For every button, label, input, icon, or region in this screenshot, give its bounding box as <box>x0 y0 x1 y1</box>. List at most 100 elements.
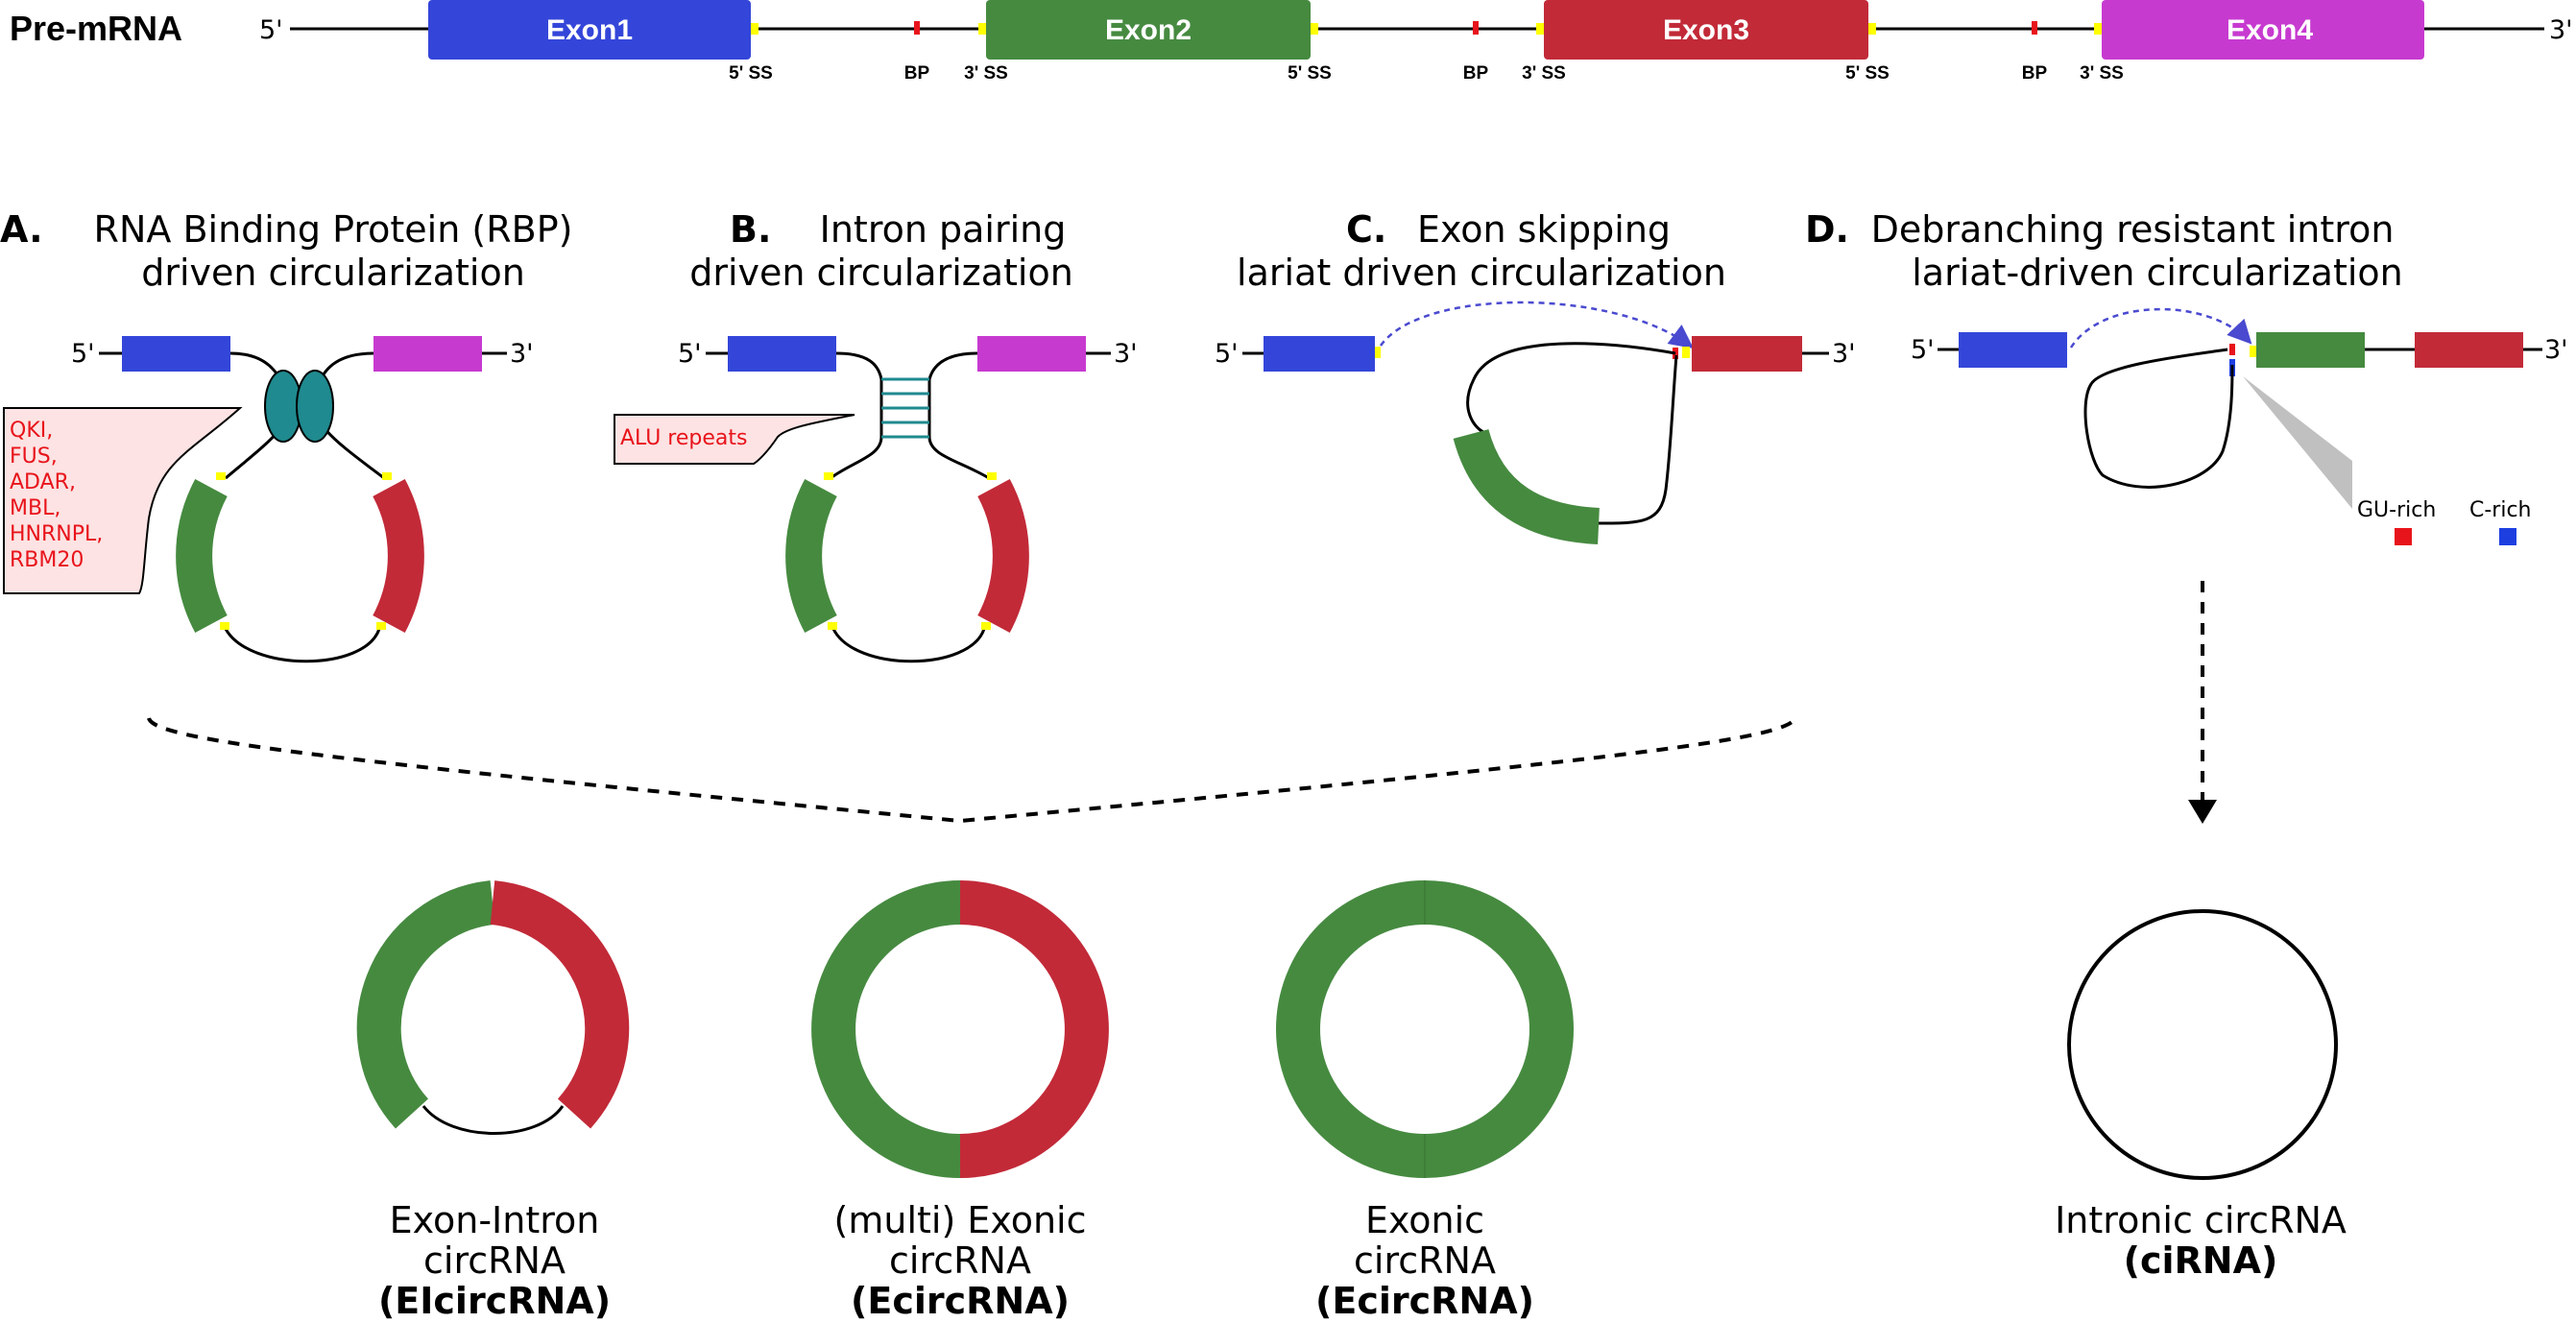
panel-b-ss-mark <box>981 622 991 630</box>
premrna-5ss-mark <box>751 23 758 35</box>
panel-b-title-1: Intron pairing <box>820 208 1067 251</box>
product-eicircrna-name-2: circRNA <box>423 1239 566 1282</box>
panel-b-letter: B. <box>730 208 771 251</box>
panel-a-rbp-name: RBM20 <box>10 548 84 572</box>
panel-a-title-2: driven circularization <box>141 252 525 294</box>
product-ecircrna-multi-abbr: (EcircRNA) <box>851 1280 1070 1322</box>
premrna-3ss-label: 3' SS <box>964 63 1008 84</box>
panel-a-rbp-name: MBL, <box>10 496 60 520</box>
premrna-3ss-mark <box>1536 23 1544 35</box>
panel-b-exon2-arc <box>785 479 837 633</box>
panel-a-bottom-intron <box>224 628 381 663</box>
premrna-exon3-label: Exon3 <box>1663 14 1749 46</box>
panel-d-exon1 <box>1959 332 2067 368</box>
premrna-3ss-mark <box>2094 23 2102 35</box>
product-ecircrna-exon2-ring <box>1276 880 1574 1178</box>
panel-d-exon3 <box>2415 332 2523 368</box>
product-eicircrna-abbr: (EIcircRNA) <box>378 1280 611 1322</box>
panel-d-gu-mark <box>2229 344 2235 355</box>
panel-b-bottom-intron <box>831 628 986 663</box>
panel-b-ss-mark <box>824 472 833 480</box>
premrna-bp-mark <box>1473 21 1479 35</box>
panel-d-legend-c-swatch <box>2499 528 2516 545</box>
premrna-bp-label: BP <box>2022 63 2048 84</box>
panel-c-lariat <box>1466 342 1678 525</box>
premrna-3ss-label: 3' SS <box>2080 63 2124 84</box>
panel-c-ss-mark <box>1375 347 1381 358</box>
panel-a-3prime: 3' <box>510 339 534 369</box>
premrna-5ss-label: 5' SS <box>729 63 773 84</box>
panel-a-rbp-name: HNRNPL, <box>10 522 103 546</box>
panel-a-rbp-name: ADAR, <box>10 470 76 494</box>
premrna-exon1 <box>428 0 751 60</box>
panel-a-5prime: 5' <box>71 339 95 369</box>
panel-d: D. Debranching resistant intron lariat-d… <box>1805 208 2568 545</box>
panel-d-title-1: Debranching resistant intron <box>1871 208 2395 251</box>
panel-c-title-1: Exon skipping <box>1417 208 1671 251</box>
panel-b-ss-mark <box>828 622 837 630</box>
panel-d-legend-gu-swatch <box>2395 528 2412 545</box>
panel-c-letter: C. <box>1346 208 1386 251</box>
premrna-bp-mark <box>914 21 920 35</box>
panel-d-legend-gu-label: GU-rich <box>2357 498 2436 522</box>
panel-c-title-2: lariat driven circularization <box>1237 252 1726 294</box>
product-ecircrna-multi-name-2: circRNA <box>889 1239 1031 1282</box>
panel-d-title-2: lariat-driven circularization <box>1912 252 2403 294</box>
panel-a: A. RNA Binding Protein (RBP) driven circ… <box>0 208 573 663</box>
product-ecircrna <box>1276 880 1574 1178</box>
panel-c-3prime: 3' <box>1832 339 1856 369</box>
panel-b-ss-mark <box>987 472 997 480</box>
panel-c-exon2-arc <box>1453 428 1601 544</box>
premrna-3prime: 3' <box>2549 15 2573 45</box>
panel-d-5prime: 5' <box>1911 335 1935 365</box>
panel-c: C. Exon skipping lariat driven circulari… <box>1215 208 1856 544</box>
product-ecircrna-abbr: (EcircRNA) <box>1315 1280 1534 1322</box>
panel-a-exon2-arc <box>176 479 228 633</box>
panel-b-exon1 <box>728 336 836 372</box>
panel-b-exon4 <box>977 336 1086 372</box>
panel-a-title-1: RNA Binding Protein (RBP) <box>94 208 573 251</box>
panel-a-letter: A. <box>0 208 43 251</box>
panel-c-ss-mark <box>1682 347 1690 358</box>
panel-b-5prime: 5' <box>678 339 702 369</box>
premrna-track: Pre-mRNA 5' 3' Exon1 Exon2 Exon3 Exon4 5… <box>10 0 2573 84</box>
panel-a-ss-mark <box>376 622 386 630</box>
product-eicircrna-exon2-arc <box>356 880 495 1129</box>
panel-a-ss-mark <box>382 472 392 480</box>
panel-a-exon4 <box>373 336 482 372</box>
panel-d-letter: D. <box>1805 208 1849 251</box>
premrna-5prime: 5' <box>259 15 283 45</box>
panel-c-exon1 <box>1264 336 1375 372</box>
panel-a-rbp-name: FUS, <box>10 445 58 469</box>
product-ecircrna-multi-exon2-arc <box>811 880 961 1178</box>
premrna-exon4-label: Exon4 <box>2227 14 2313 46</box>
panel-a-ss-mark <box>220 622 229 630</box>
product-eicircrna <box>356 880 630 1135</box>
panel-b-callout <box>614 414 855 465</box>
product-eicircrna-name-1: Exon-Intron <box>390 1199 600 1241</box>
panel-d-legend-c-label: C-rich <box>2469 498 2532 522</box>
panel-b-intron-right <box>927 351 990 480</box>
panel-c-skip-arrow <box>1379 301 1695 349</box>
panel-b-title-2: driven circularization <box>689 252 1073 294</box>
panel-d-3prime: 3' <box>2544 335 2568 365</box>
panel-b-callout-label: ALU repeats <box>620 426 747 450</box>
panel-d-ss-to-bp-arrow <box>2069 307 2252 349</box>
premrna-title: Pre-mRNA <box>10 9 182 48</box>
product-ecircrna-multi-exon3-arc <box>959 880 1109 1178</box>
premrna-5ss-label: 5' SS <box>1845 63 1890 84</box>
product-ecircrna-name-2: circRNA <box>1354 1239 1496 1282</box>
panel-b-exon3-arc <box>977 479 1029 633</box>
panel-d-exon2 <box>2256 332 2365 368</box>
product-cirna-ring <box>2067 909 2338 1180</box>
panel-c-5prime: 5' <box>1215 339 1239 369</box>
panel-d-lariat <box>2083 348 2234 489</box>
premrna-exon4 <box>2102 0 2424 60</box>
panel-a-callout <box>3 407 243 594</box>
premrna-exon3 <box>1544 0 1868 60</box>
premrna-exon2 <box>986 0 1311 60</box>
premrna-bp-label: BP <box>904 63 930 84</box>
premrna-bp-mark <box>2032 21 2037 35</box>
product-ecircrna-multi <box>811 880 1109 1178</box>
